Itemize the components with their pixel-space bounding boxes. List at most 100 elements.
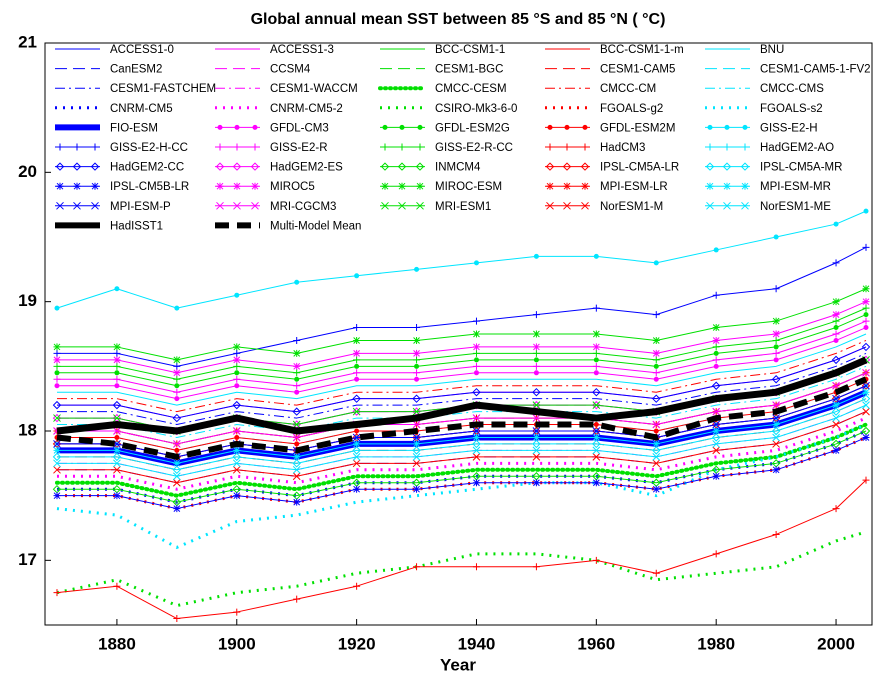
legend-label: MIROC-ESM <box>435 181 502 193</box>
marker <box>863 318 870 325</box>
marker <box>355 377 359 381</box>
marker <box>863 244 870 251</box>
legend-label: ACCESS1-3 <box>270 44 334 56</box>
marker <box>355 429 359 433</box>
marker <box>653 356 660 363</box>
legend-label: GISS-E2-H <box>760 122 818 134</box>
marker <box>55 384 59 388</box>
marker <box>654 364 658 368</box>
marker <box>708 125 712 129</box>
marker <box>293 596 300 603</box>
marker <box>418 125 422 129</box>
marker <box>474 371 478 375</box>
marker <box>653 311 660 318</box>
marker <box>113 350 120 357</box>
marker <box>235 371 239 375</box>
marker <box>725 125 729 129</box>
marker <box>57 183 64 190</box>
y-tick-label: 21 <box>18 32 37 51</box>
legend-label: CESM1-BGC <box>435 64 503 76</box>
marker <box>594 358 598 362</box>
marker <box>593 305 600 312</box>
marker <box>175 397 179 401</box>
legend-label: MPI-ESM-LR <box>600 181 668 193</box>
marker <box>353 369 360 376</box>
legend-label: CCSM4 <box>270 64 311 76</box>
marker <box>415 377 419 381</box>
marker <box>713 473 720 480</box>
marker <box>92 183 99 190</box>
marker <box>534 371 538 375</box>
marker <box>833 298 840 305</box>
marker <box>53 350 60 357</box>
marker <box>773 531 780 538</box>
marker <box>654 261 658 265</box>
legend-label: CESM1-FASTCHEM <box>110 83 216 95</box>
legend-label: MPI-ESM-P <box>110 201 171 213</box>
marker <box>774 235 778 239</box>
marker <box>593 350 600 357</box>
marker <box>533 331 540 338</box>
marker <box>400 125 404 129</box>
marker <box>474 358 478 362</box>
marker <box>217 144 224 151</box>
marker <box>53 343 60 350</box>
legend-label: CNRM-CM5 <box>110 103 173 115</box>
marker <box>113 447 120 454</box>
legend-label: NorESM1-M <box>600 201 663 213</box>
marker <box>773 421 780 428</box>
marker <box>413 356 420 363</box>
legend-label: HadGEM2-ES <box>270 162 343 174</box>
plot-area <box>53 209 869 622</box>
marker <box>863 408 870 415</box>
marker <box>115 287 119 291</box>
legend-label: HadCM3 <box>600 142 645 154</box>
legend-label: GISS-E2-H-CC <box>110 142 188 154</box>
marker <box>355 274 359 278</box>
marker <box>233 447 240 454</box>
marker <box>724 144 731 151</box>
series-line <box>57 289 866 360</box>
marker <box>173 363 180 370</box>
legend-label: INMCM4 <box>435 162 481 174</box>
marker <box>833 311 840 318</box>
marker <box>413 440 420 447</box>
marker <box>415 364 419 368</box>
series-line <box>57 353 866 424</box>
marker <box>252 144 259 151</box>
marker <box>833 447 840 454</box>
legend-label: MIROC5 <box>270 181 315 193</box>
marker <box>113 376 120 383</box>
marker <box>399 144 406 151</box>
marker <box>233 492 240 499</box>
marker <box>234 183 241 190</box>
marker <box>53 492 60 499</box>
marker <box>295 390 299 394</box>
marker <box>173 479 180 486</box>
legend: ACCESS1-0ACCESS1-3BCC-CSM1-1BCC-CSM1-1-m… <box>55 44 871 232</box>
legend-label: BCC-CSM1-1 <box>435 44 505 56</box>
marker <box>533 363 540 370</box>
marker <box>413 324 420 331</box>
marker <box>234 144 241 151</box>
marker <box>173 356 180 363</box>
y-tick-label: 18 <box>18 420 37 439</box>
marker <box>55 371 59 375</box>
marker <box>533 563 540 570</box>
marker <box>415 267 419 271</box>
marker <box>74 183 81 190</box>
marker <box>534 358 538 362</box>
legend-label: CESM1-CAM5-1-FV2 <box>760 64 871 76</box>
marker <box>653 350 660 357</box>
marker <box>413 369 420 376</box>
marker <box>743 125 747 129</box>
marker <box>713 343 720 350</box>
legend-label: MPI-ESM-MR <box>760 181 831 193</box>
chart-title: Global annual mean SST between 85 °S and… <box>251 11 666 28</box>
x-axis-label: Year <box>440 655 476 674</box>
marker <box>773 350 780 357</box>
marker <box>593 434 600 441</box>
legend-label: MRI-CGCM3 <box>270 201 336 213</box>
marker <box>413 563 420 570</box>
legend-label: CMCC-CMS <box>760 83 824 95</box>
